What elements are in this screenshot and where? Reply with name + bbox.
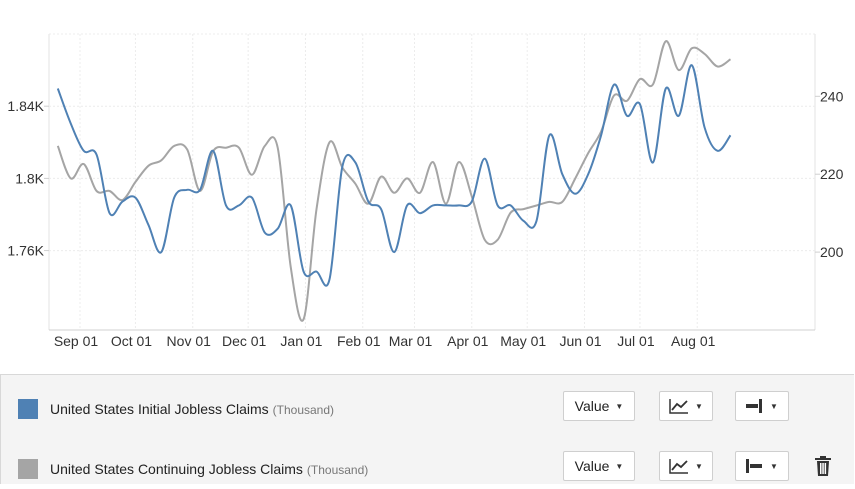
legend-series-label: United States Continuing Jobless Claims(… (50, 461, 368, 477)
right-axis-tick-label: 220 (820, 166, 844, 182)
left-axis-tick-label: 1.76K (7, 243, 44, 259)
x-tick-label: Aug 01 (671, 333, 716, 349)
x-tick-label: Jun 01 (559, 333, 601, 349)
x-tick-label: Sep 01 (54, 333, 99, 349)
value-dropdown-label: Value (574, 398, 610, 414)
legend-panel: United States Initial Jobless Claims (Tho… (0, 374, 854, 484)
left-axis-icon (746, 459, 763, 473)
series-unit: (Thousand) (272, 403, 335, 417)
right-axis-tick-label: 240 (820, 88, 844, 104)
x-tick-label: Dec 01 (222, 333, 267, 349)
x-tick-label: Mar 01 (389, 333, 433, 349)
line-chart-icon (669, 459, 689, 474)
right-axis-icon (746, 399, 763, 413)
series-name: United States Initial Jobless Claims (50, 401, 269, 417)
left-axis-tick-label: 1.8K (15, 170, 44, 186)
axis-side-dropdown[interactable]: ▼ (735, 391, 789, 421)
line-chart: Sep 01 Oct 01 Nov 01 Dec 01 Jan 01 Feb 01 Mar … (7, 33, 844, 349)
initial-claims-line (56, 64, 732, 287)
chart-area: Sep 01 Oct 01 Nov 01 Dec 01 Jan 01 Feb 01 Mar … (7, 33, 844, 349)
line-chart-icon (669, 399, 689, 414)
value-dropdown[interactable]: Value ▼ (563, 391, 635, 421)
caret-down-icon: ▼ (615, 461, 624, 471)
caret-down-icon: ▼ (695, 461, 703, 471)
x-tick-label: Jul 01 (617, 333, 655, 349)
x-tick-label: Nov 01 (167, 333, 212, 349)
chart-type-dropdown[interactable]: ▼ (659, 451, 713, 481)
axis-side-dropdown[interactable]: ▼ (735, 451, 789, 481)
value-dropdown[interactable]: Value ▼ (563, 451, 635, 481)
value-dropdown-label: Value (574, 458, 610, 474)
left-axis-tick-label: 1.84K (7, 98, 44, 114)
chart-type-dropdown[interactable]: ▼ (659, 391, 713, 421)
caret-down-icon: ▼ (615, 401, 624, 411)
trash-icon[interactable] (815, 456, 831, 476)
continuing-claims-line (56, 40, 732, 322)
caret-down-icon: ▼ (695, 401, 703, 411)
x-tick-label: Apr 01 (447, 333, 488, 349)
series-unit: (Thousand) (306, 463, 369, 477)
legend-row-continuing-claims: United States Continuing Jobless Claims(… (1, 449, 854, 489)
x-tick-label: May 01 (500, 333, 546, 349)
legend-series-label: United States Initial Jobless Claims (Tho… (50, 401, 334, 417)
legend-row-initial-claims: United States Initial Jobless Claims (Tho… (1, 389, 854, 429)
caret-down-icon: ▼ (770, 401, 778, 411)
series-name: United States Continuing Jobless Claims (50, 461, 303, 477)
caret-down-icon: ▼ (770, 461, 778, 471)
x-tick-label: Feb 01 (337, 333, 381, 349)
x-tick-label: Oct 01 (111, 333, 152, 349)
series-color-swatch[interactable] (18, 459, 38, 479)
x-tick-label: Jan 01 (280, 333, 322, 349)
right-axis-tick-label: 200 (820, 244, 844, 260)
series-color-swatch[interactable] (18, 399, 38, 419)
